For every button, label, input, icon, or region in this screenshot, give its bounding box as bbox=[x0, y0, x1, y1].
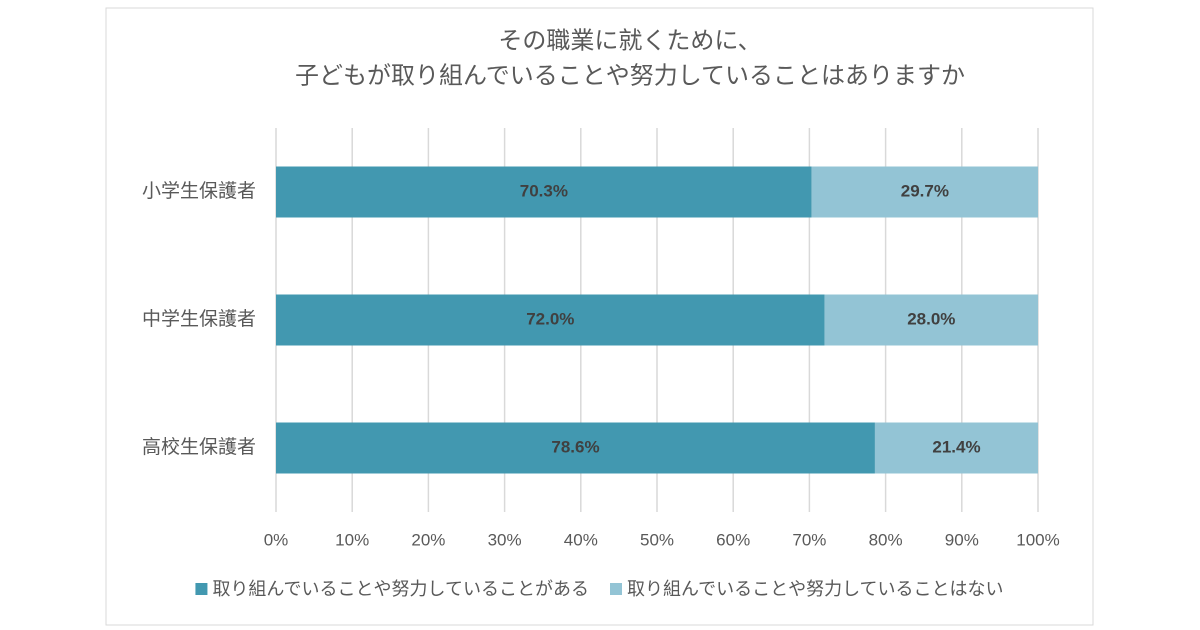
chart-title: その職業に就くために、 bbox=[498, 27, 761, 54]
x-tick-label: 40% bbox=[564, 530, 598, 549]
bar-segment bbox=[276, 294, 825, 346]
x-tick-label: 100% bbox=[1016, 530, 1059, 549]
data-label: 21.4% bbox=[932, 437, 980, 456]
x-tick-label: 20% bbox=[411, 530, 445, 549]
x-tick-label: 50% bbox=[640, 530, 674, 549]
legend-label: 取り組んでいることや努力していることがある bbox=[212, 579, 589, 599]
bar-segment bbox=[811, 166, 1038, 218]
bar-segment bbox=[276, 166, 812, 218]
legend-swatch bbox=[610, 583, 622, 595]
chart-title: 子どもが取り組んでいることや努力していることはありますか bbox=[295, 62, 965, 89]
data-label: 70.3% bbox=[520, 181, 568, 200]
data-label: 78.6% bbox=[551, 437, 599, 456]
x-tick-label: 60% bbox=[716, 530, 750, 549]
legend-label: 取り組んでいることや努力していることはない bbox=[627, 579, 1004, 599]
bar-segment bbox=[276, 422, 875, 474]
data-label: 29.7% bbox=[901, 181, 949, 200]
x-tick-label: 0% bbox=[264, 530, 289, 549]
x-tick-label: 10% bbox=[335, 530, 369, 549]
data-label: 72.0% bbox=[526, 309, 574, 328]
x-tick-label: 30% bbox=[488, 530, 522, 549]
y-tick-label: 高校生保護者 bbox=[142, 436, 256, 458]
y-tick-label: 中学生保護者 bbox=[142, 308, 256, 330]
y-tick-label: 小学生保護者 bbox=[142, 180, 256, 202]
bar-segment bbox=[824, 294, 1038, 346]
data-label: 28.0% bbox=[907, 309, 955, 328]
x-tick-label: 70% bbox=[792, 530, 826, 549]
legend-swatch bbox=[195, 583, 208, 595]
x-tick-label: 90% bbox=[945, 530, 979, 549]
x-tick-label: 80% bbox=[869, 530, 903, 549]
bar-segment bbox=[874, 422, 1038, 474]
